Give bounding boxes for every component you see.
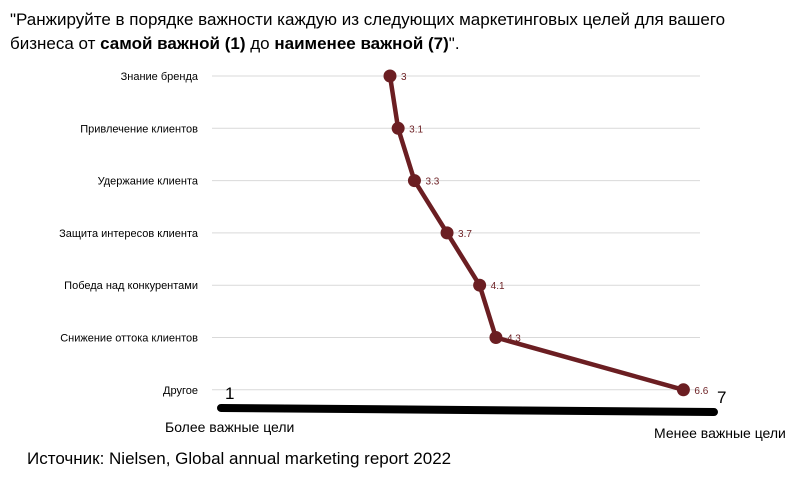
data-point (407, 174, 421, 188)
data-label: 3.1 (409, 124, 423, 135)
data-point (391, 121, 405, 135)
scale-min-label: 1 (225, 384, 235, 403)
scale-right-caption: Менее важные цели (654, 425, 786, 441)
data-points (383, 69, 690, 397)
data-point (473, 278, 487, 292)
scale-max-label: 7 (717, 388, 727, 407)
scale-left-caption: Более важные цели (165, 419, 295, 435)
category-label: Снижение оттока клиентов (60, 333, 198, 345)
category-label: Защита интересов клиента (59, 228, 199, 240)
data-label: 6.6 (694, 386, 708, 397)
data-label: 3.7 (458, 229, 472, 240)
category-label: Победа над конкурентами (64, 280, 198, 292)
category-label: Другое (163, 385, 198, 397)
data-point (676, 383, 690, 397)
category-label: Знание бренда (121, 71, 199, 83)
category-labels: Знание бренда Привлечение клиентов Удержан… (59, 71, 199, 397)
chart-title: "Ранжируйте в порядке важности каждую из… (10, 10, 726, 53)
data-point (440, 226, 454, 240)
category-label: Привлечение клиентов (80, 123, 198, 135)
data-point (489, 331, 503, 344)
scale-bar (217, 404, 718, 416)
source-note: Источник: Nielsen, Global annual marketi… (27, 449, 452, 468)
data-label: 4.1 (491, 281, 505, 292)
grid-lines (212, 75, 700, 391)
data-label: 3.3 (425, 177, 439, 188)
data-label: 3 (401, 72, 407, 83)
data-label: 4.3 (507, 334, 521, 345)
data-labels: 3 3.1 3.3 3.7 4.1 4.3 6.6 (401, 72, 709, 397)
data-point (383, 69, 397, 83)
scale-axis (217, 404, 718, 416)
category-label: Удержание клиента (98, 176, 199, 188)
